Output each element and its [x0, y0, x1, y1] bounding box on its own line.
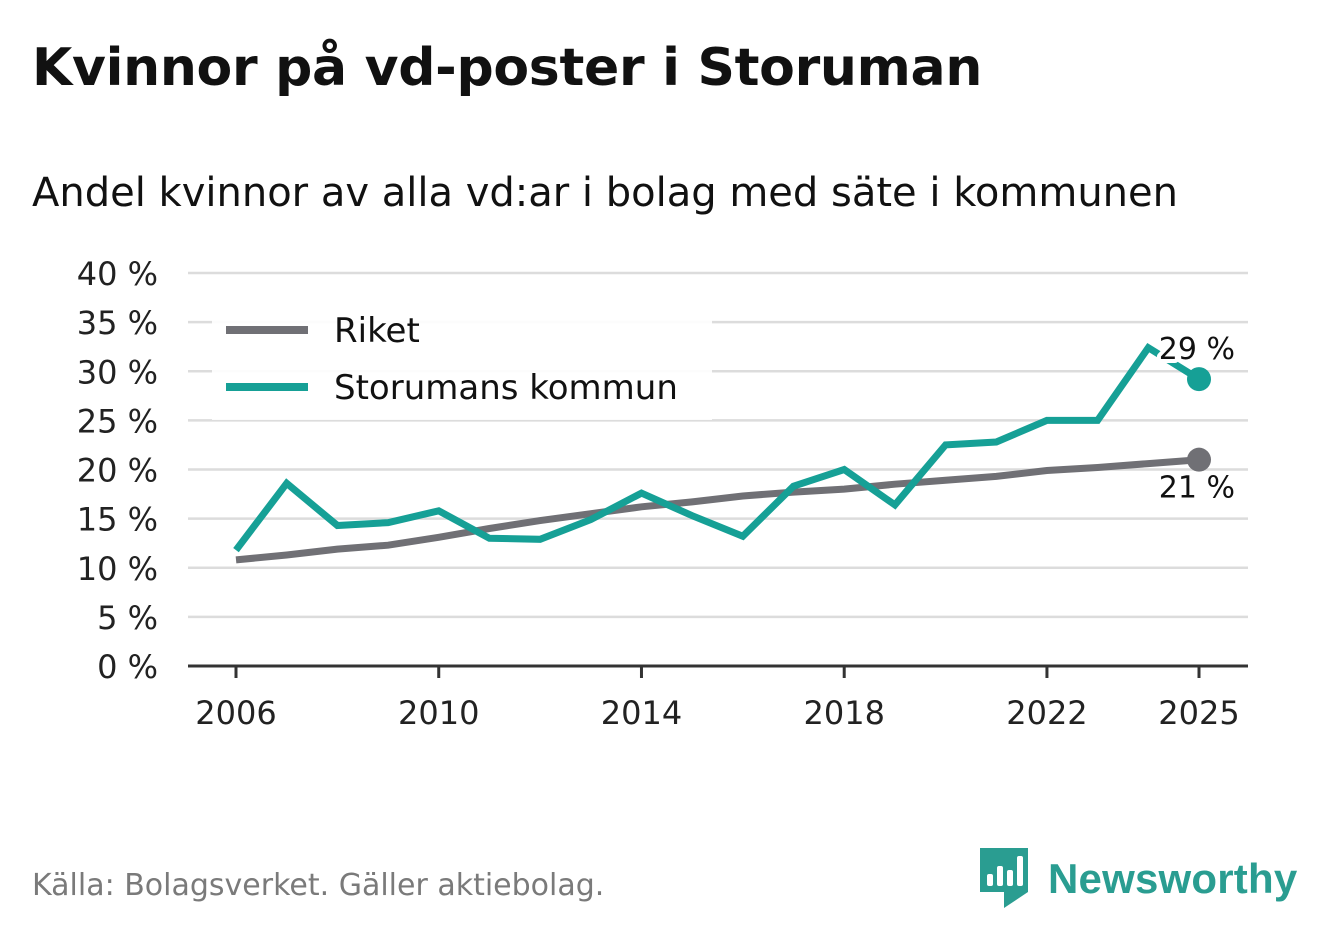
series-point-1 [638, 490, 645, 497]
newsworthy-logo-icon [980, 848, 1028, 908]
end-label-halo: 29 % [1159, 332, 1235, 367]
x-tick-label: 2025 [1158, 694, 1239, 732]
series-point-1 [790, 483, 797, 490]
legend-label: Riket [334, 311, 420, 351]
x-axis: 2006 2010 2014 2018 2022 2025 [188, 664, 1248, 732]
y-tick-label: 15 % [77, 501, 158, 539]
series-point-0 [334, 546, 341, 553]
series-point-1 [233, 547, 240, 554]
series-point-0 [283, 551, 290, 558]
series-point-1 [841, 466, 848, 473]
series-line-1 [233, 342, 1201, 553]
y-tick-label: 35 % [77, 304, 158, 342]
y-tick-label: 40 % [77, 255, 158, 293]
series-point-1 [537, 536, 544, 543]
y-tick-label: 5 % [97, 599, 158, 637]
x-tick-label: 2018 [803, 694, 884, 732]
series-point-0 [1043, 467, 1050, 474]
y-tick-label: 0 % [97, 648, 158, 686]
brand-name: Newsworthy [1048, 855, 1298, 902]
series-point-1 [385, 519, 392, 526]
series-end-point-0 [1187, 447, 1211, 472]
end-label-0: 21 % [1159, 471, 1235, 506]
series-point-0 [486, 525, 493, 532]
series-point-0 [638, 503, 645, 510]
y-tick-label: 20 % [77, 452, 158, 490]
y-tick-label: 10 % [77, 550, 158, 588]
series-point-0 [1094, 464, 1101, 471]
series-point-0 [841, 486, 848, 493]
end-labels: 21 %21 %29 %29 % [1155, 328, 1239, 510]
legend-background [212, 302, 712, 420]
chart-subtitle: Andel kvinnor av alla vd:ar i bolag med … [32, 170, 1178, 216]
y-tick-label: 30 % [77, 353, 158, 391]
series-point-0 [435, 534, 442, 541]
series-point-0 [739, 493, 746, 500]
series-layer [233, 342, 1211, 564]
y-tick-label: 25 % [77, 402, 158, 440]
end-label-1: 29 % [1159, 332, 1235, 367]
series-point-1 [689, 512, 696, 519]
x-tick-label: 2006 [195, 694, 276, 732]
x-tick-label: 2010 [398, 694, 479, 732]
y-axis: 0 % 5 % 10 % 15 % 20 % 25 % 30 % 35 % 40 % [77, 255, 158, 686]
brand-logo: Newsworthy [980, 848, 1297, 910]
series-point-1 [587, 516, 594, 523]
chart-title: Kvinnor på vd-poster i Storuman [32, 38, 983, 98]
legend: Riket Storumans kommun [212, 302, 712, 420]
series-point-0 [891, 481, 898, 488]
end-label-halo: 21 % [1159, 471, 1235, 506]
series-point-1 [486, 535, 493, 542]
series-point-1 [1043, 417, 1050, 424]
series-point-0 [385, 542, 392, 549]
series-point-0 [689, 498, 696, 505]
series-point-1 [1094, 417, 1101, 424]
series-line-0 [235, 456, 1200, 564]
series-point-0 [993, 473, 1000, 480]
series-point-1 [1145, 344, 1152, 351]
legend-label: Storumans kommun [334, 368, 678, 408]
series-point-1 [942, 441, 949, 448]
series-point-0 [233, 556, 240, 563]
series-end-point-1 [1187, 367, 1211, 392]
series-point-0 [1145, 460, 1152, 467]
x-tick-label: 2022 [1006, 694, 1087, 732]
x-tick-label: 2014 [601, 694, 682, 732]
series-point-0 [537, 517, 544, 524]
series-point-1 [334, 522, 341, 529]
source-note: Källa: Bolagsverket. Gäller aktiebolag. [32, 868, 605, 903]
series-point-0 [942, 477, 949, 484]
series-point-1 [993, 438, 1000, 445]
series-point-1 [891, 501, 898, 508]
series-point-1 [739, 533, 746, 540]
series-point-1 [435, 507, 442, 514]
series-point-1 [283, 480, 290, 487]
